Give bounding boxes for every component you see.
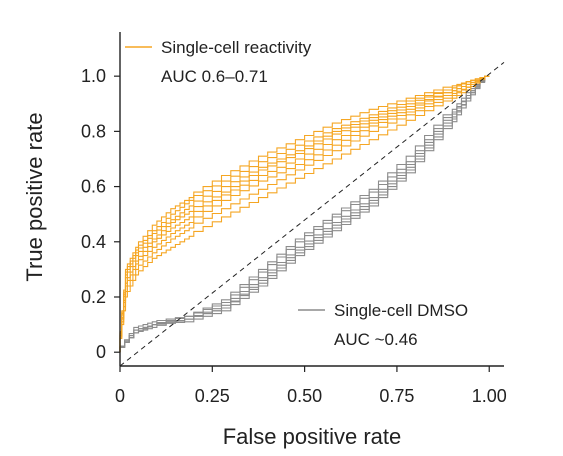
legend-dmso-label: Single-cell DMSO <box>334 301 468 320</box>
x-tick-label: 0.75 <box>379 386 414 406</box>
chance-diagonal-line <box>119 61 505 367</box>
y-tick-label: 1.0 <box>81 66 106 86</box>
reactivity-roc-curve <box>119 75 490 353</box>
x-tick-label: 0.25 <box>195 386 230 406</box>
reactivity-roc-curve <box>119 75 490 353</box>
x-tick-label: 0.50 <box>287 386 322 406</box>
reactivity-roc-curve <box>119 75 490 353</box>
y-axis-title: True positive rate <box>22 112 47 281</box>
y-tick-label: 0 <box>96 342 106 362</box>
x-tick-label: 1.00 <box>472 386 507 406</box>
reactivity-roc-curve <box>119 75 490 353</box>
legend-reactivity-label: Single-cell reactivity <box>161 38 312 57</box>
legend-reactivity: Single-cell reactivity AUC 0.6–0.71 <box>125 38 312 86</box>
x-ticks: 0 0.25 0.50 0.75 1.00 <box>115 366 507 406</box>
reactivity-roc-curve <box>119 75 490 353</box>
dmso-roc-curve <box>119 75 490 353</box>
legend-dmso: Single-cell DMSO AUC ~0.46 <box>298 301 468 349</box>
y-tick-label: 0.6 <box>81 177 106 197</box>
y-tick-label: 0.2 <box>81 287 106 307</box>
y-ticks: 0 0.2 0.4 0.6 0.8 1.0 <box>81 66 120 362</box>
y-tick-label: 0.4 <box>81 232 106 252</box>
reactivity-roc-curve <box>119 75 490 353</box>
x-tick-label: 0 <box>115 386 125 406</box>
x-axis-title: False positive rate <box>223 424 402 449</box>
legend-reactivity-auc: AUC 0.6–0.71 <box>161 67 268 86</box>
legend-dmso-auc: AUC ~0.46 <box>334 330 418 349</box>
plot-lines <box>119 75 490 353</box>
y-tick-label: 0.8 <box>81 121 106 141</box>
reactivity-roc-curve <box>119 75 490 353</box>
